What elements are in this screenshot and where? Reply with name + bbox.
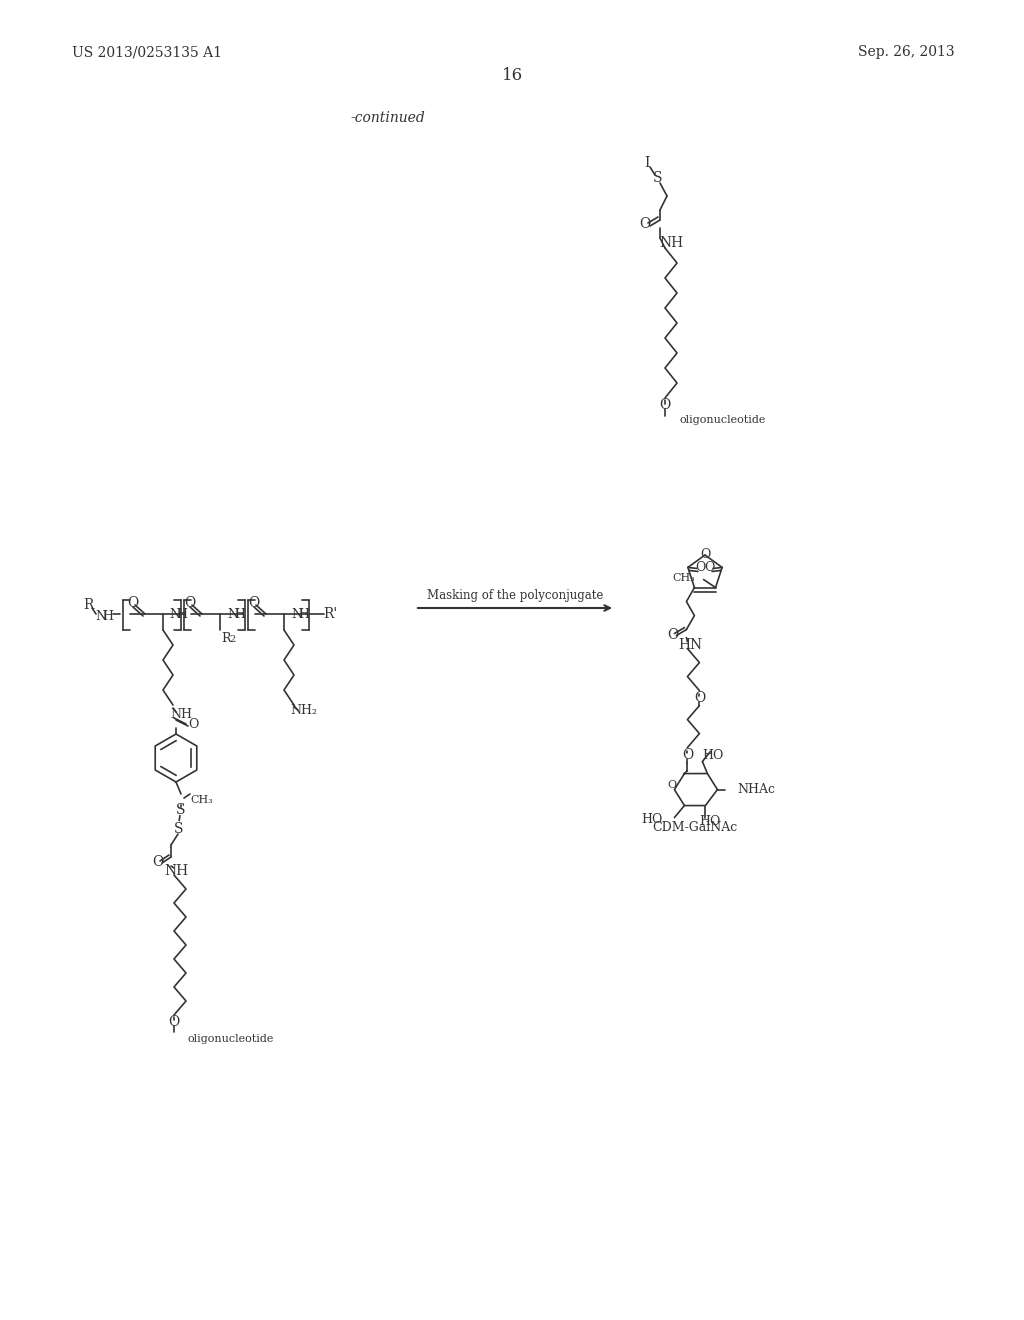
Text: O: O (168, 1015, 179, 1030)
Text: 2: 2 (229, 635, 236, 644)
Text: HN: HN (678, 638, 702, 652)
Text: N: N (227, 607, 239, 620)
Text: O: O (703, 561, 715, 574)
Text: R: R (83, 598, 93, 612)
Text: H: H (102, 610, 114, 623)
Text: S: S (176, 803, 185, 817)
Text: NH: NH (658, 236, 683, 249)
Text: CDM-GalNAc: CDM-GalNAc (652, 821, 737, 834)
Text: 16: 16 (502, 66, 522, 83)
Text: O: O (659, 399, 671, 412)
Text: Masking of the polyconjugate: Masking of the polyconjugate (427, 589, 603, 602)
Text: NH₂: NH₂ (291, 705, 317, 718)
Text: O: O (187, 718, 199, 730)
Text: NHAc: NHAc (737, 783, 775, 796)
Text: O: O (639, 216, 650, 231)
Text: oligonucleotide: oligonucleotide (188, 1034, 274, 1044)
Text: N: N (170, 607, 180, 620)
Text: O: O (699, 548, 711, 561)
Text: S: S (653, 172, 663, 185)
Text: oligonucleotide: oligonucleotide (679, 414, 765, 425)
Text: -continued: -continued (350, 111, 425, 125)
Text: O: O (127, 597, 138, 610)
Text: N: N (95, 610, 106, 623)
Text: H: H (176, 607, 187, 620)
Text: R': R' (323, 607, 337, 620)
Text: N: N (292, 607, 302, 620)
Text: HO: HO (699, 814, 721, 828)
Text: CH₃: CH₃ (190, 795, 213, 805)
Text: US 2013/0253135 A1: US 2013/0253135 A1 (72, 45, 222, 59)
Text: O: O (667, 627, 678, 642)
Text: H: H (234, 607, 246, 620)
Text: O: O (682, 747, 693, 762)
Text: O: O (694, 690, 706, 705)
Text: O: O (184, 597, 196, 610)
Text: R: R (221, 631, 230, 644)
Text: O: O (249, 597, 260, 610)
Text: Sep. 26, 2013: Sep. 26, 2013 (858, 45, 955, 59)
Text: H: H (299, 607, 309, 620)
Text: HO: HO (702, 748, 724, 762)
Text: HO: HO (641, 813, 663, 826)
Text: O: O (153, 855, 164, 869)
Text: O: O (668, 780, 677, 789)
Text: CH₃: CH₃ (673, 573, 695, 582)
Text: NH: NH (164, 865, 188, 878)
Text: I: I (644, 156, 649, 170)
Text: O: O (695, 561, 707, 574)
Text: NH: NH (170, 709, 193, 722)
Text: S: S (174, 822, 183, 836)
